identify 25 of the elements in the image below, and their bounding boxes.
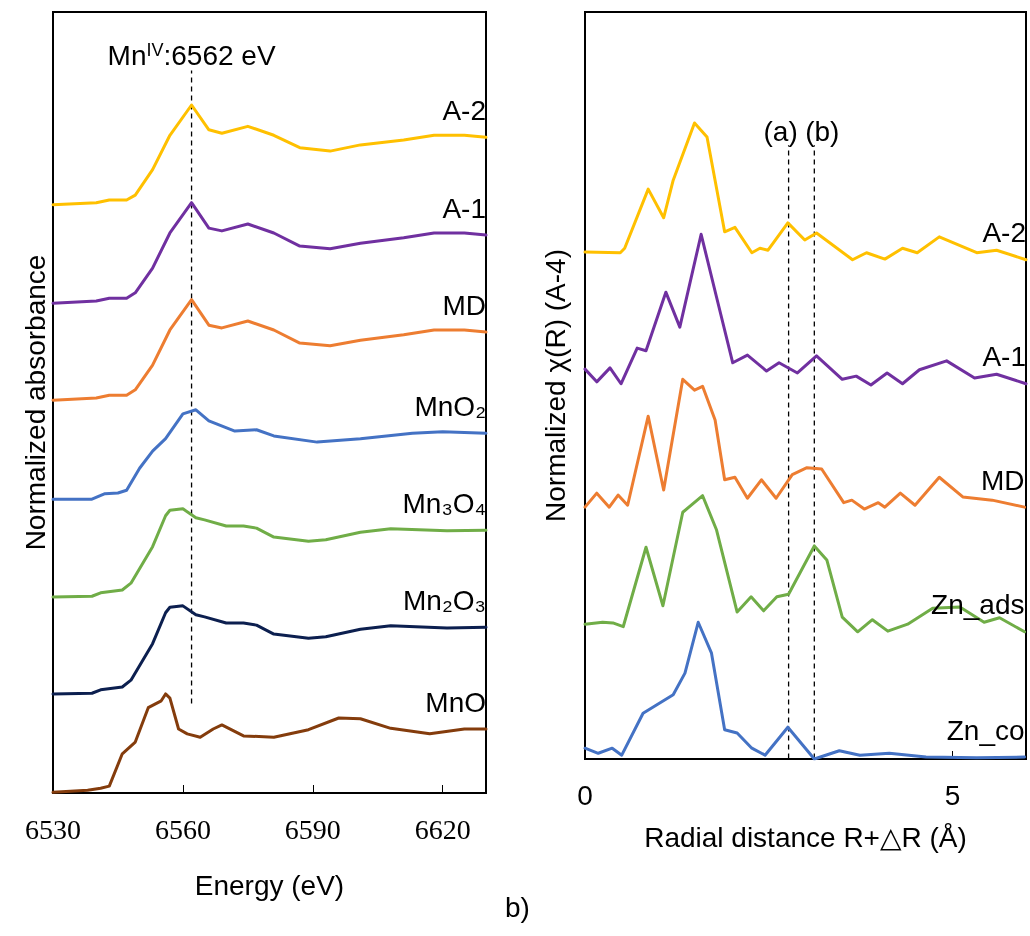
series-label: A-1 (442, 192, 486, 224)
series-label: A-2 (982, 217, 1026, 249)
x-tick-label: 6560 (154, 813, 211, 845)
series-label: MD (442, 289, 486, 321)
series-label: A-1 (982, 341, 1026, 373)
x-tick-label: 5 (944, 779, 961, 811)
series-label: MnO₂ (414, 390, 486, 422)
series-label: Mn₃O₄ (402, 487, 486, 519)
series-label: Zn_co (946, 714, 1025, 746)
x-axis-title: Radial distance R+△R (Å) (644, 822, 967, 854)
y-axis-title: Normalized χ(R) (A-4) (539, 249, 571, 522)
ref-line-label: (a) (763, 115, 798, 147)
y-axis-title: Normalized absorbance (19, 254, 51, 551)
x-tick-label: 6590 (284, 813, 341, 845)
series-label: Mn₂O₃ (403, 584, 486, 616)
x-tick-label: 0 (577, 779, 593, 811)
text: b) (505, 891, 530, 923)
x-tick-label: 6620 (414, 813, 471, 845)
ref-line-label: (b) (805, 115, 840, 147)
series-label: MnO (425, 686, 486, 718)
series-label: A-2 (442, 94, 486, 126)
series-label: Zn_ads (931, 589, 1025, 621)
series-label: MD (980, 464, 1025, 496)
x-tick-label: 6530 (25, 813, 81, 845)
x-axis-title: Energy (eV) (194, 869, 345, 901)
